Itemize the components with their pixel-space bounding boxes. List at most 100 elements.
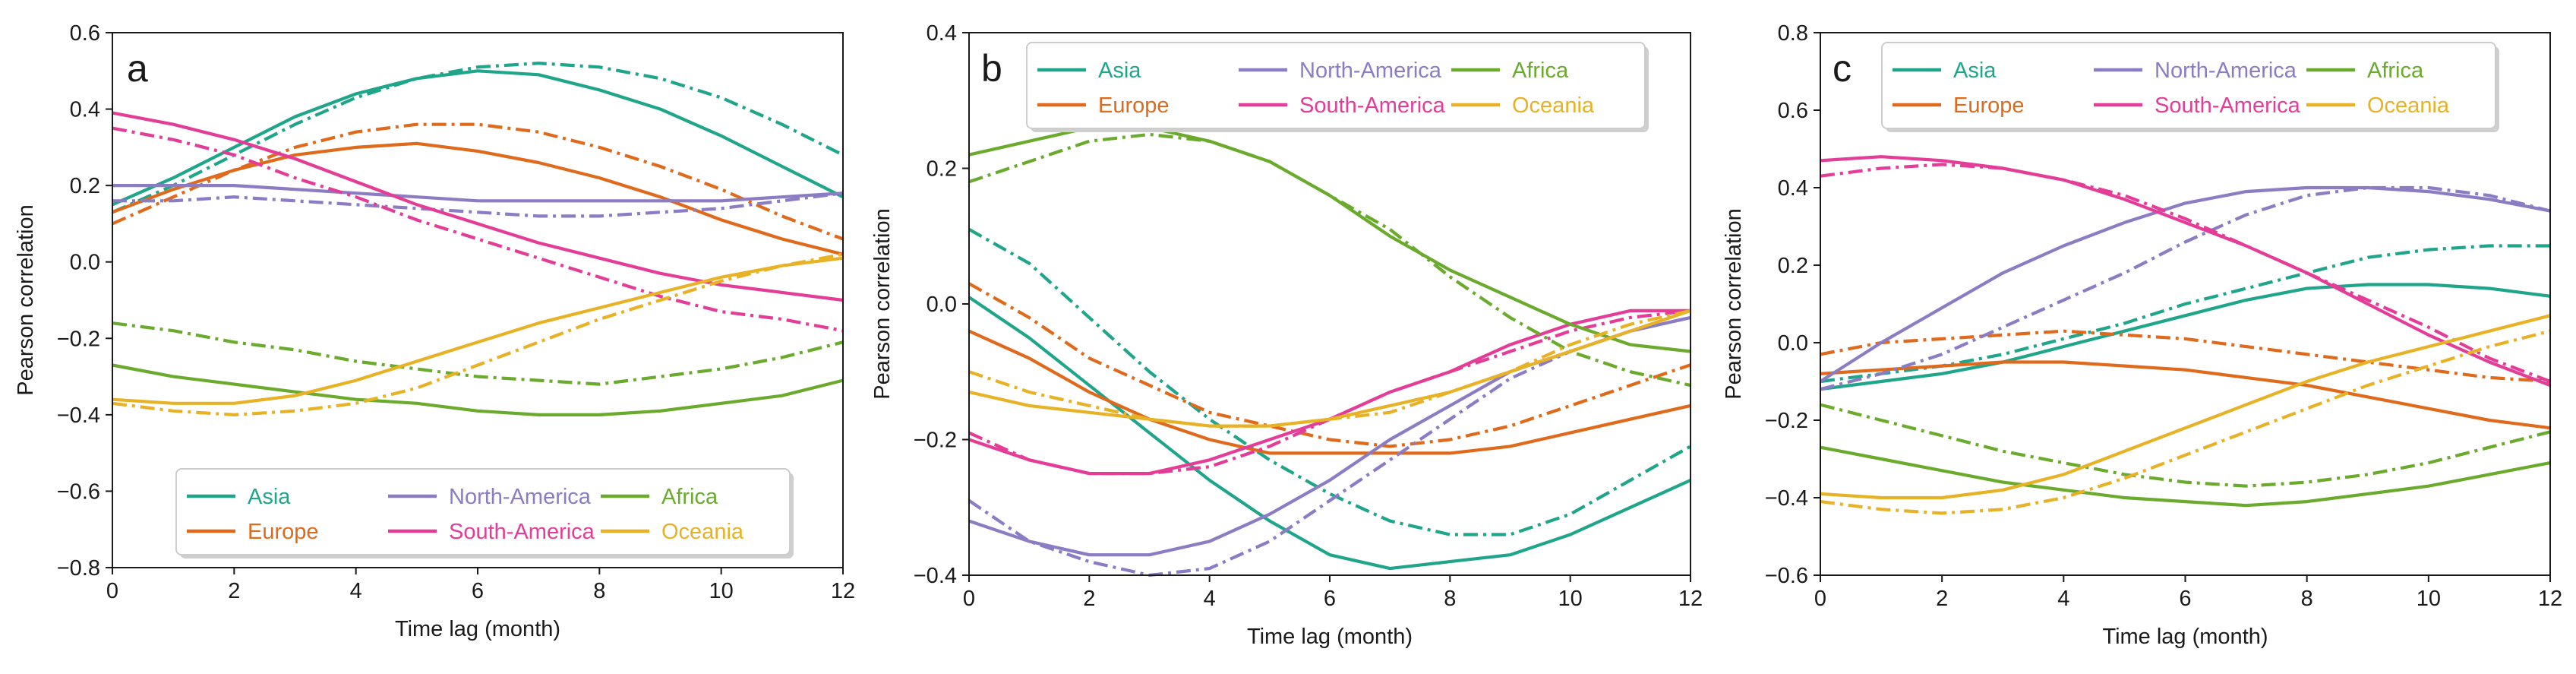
y-tick-label: 0.2 — [927, 157, 957, 182]
legend-label: South-America — [1299, 93, 1446, 118]
y-tick-label: 0.0 — [1778, 331, 1808, 356]
series-line-europe-dashdot — [112, 122, 844, 241]
series-line-south-america-dashdot — [112, 126, 844, 333]
legend-label: Asia — [1953, 59, 1997, 83]
series-line-europe-solid — [1820, 360, 2551, 430]
legend-label: North-America — [2155, 59, 2297, 83]
series-line-north-america-dashdot — [112, 191, 844, 218]
series-line-africa-dashdot — [112, 321, 844, 386]
legend-label: Europe — [1098, 93, 1170, 118]
x-tick-label: 6 — [1324, 587, 1336, 611]
series-line-north-america-solid — [112, 184, 844, 203]
series-line-oceania-solid — [1820, 314, 2551, 500]
y-tick-label: −0.4 — [914, 564, 957, 588]
y-tick-label: 0.2 — [70, 174, 100, 198]
legend-label: Oceania — [2367, 93, 2450, 118]
x-tick-label: 4 — [1204, 587, 1216, 611]
x-tick-label: 12 — [1678, 587, 1703, 611]
series-line-oceania-dashdot — [1820, 329, 2551, 515]
legend-label: Europe — [1953, 93, 2025, 118]
y-axis-title: Pearson correlation — [1722, 208, 1746, 399]
legend-label: Oceania — [661, 520, 744, 544]
x-tick-label: 6 — [2179, 587, 2191, 611]
legend-label: Asia — [248, 485, 291, 509]
x-tick-label: 12 — [831, 579, 855, 603]
legend-box — [1026, 42, 1646, 129]
y-axis-title: Pearson correlation — [870, 208, 895, 399]
legend-label: Asia — [1098, 59, 1141, 83]
series-line-asia-solid — [1820, 283, 2551, 391]
y-tick-label: 0.4 — [1778, 176, 1808, 201]
x-tick-label: 0 — [963, 587, 975, 611]
series-line-asia-solid — [112, 69, 844, 207]
legend: Asia North-America Africa Europe South-Ameri… — [175, 468, 794, 559]
panel-c: 0 2 4 6 8 10 12 −0.6 −0.4 −0.2 0.0 0.2 0.4 0.6 0.8 Time… — [1722, 21, 2562, 649]
series-line-oceania-dashdot — [112, 252, 844, 416]
y-tick-label: −0.6 — [57, 479, 100, 504]
series-line-europe-dashdot — [968, 282, 1691, 448]
series-line-africa-solid — [112, 363, 844, 416]
legend-label: South-America — [449, 520, 595, 544]
series-line-africa-solid — [968, 125, 1691, 353]
y-tick-label: 0.4 — [927, 21, 957, 46]
y-tick-label: −0.4 — [1765, 486, 1808, 511]
series-line-europe-dashdot — [1820, 329, 2551, 384]
y-tick-label: 0.4 — [70, 98, 100, 122]
panel-a: 0 2 4 6 8 10 12 −0.8 −0.6 −0.4 −0.2 0.0 0.2 0.4 0.6 Tim… — [14, 21, 855, 641]
x-tick-label: 0 — [1814, 587, 1826, 611]
series-line-africa-solid — [1820, 445, 2551, 508]
x-tick-label: 10 — [2417, 587, 2441, 611]
legend: Asia North-America Africa Europe South-Ameri… — [1881, 42, 2499, 132]
legend-label: Africa — [1512, 59, 1569, 83]
y-tick-label: 0.0 — [70, 251, 100, 275]
series-line-oceania-dashdot — [968, 309, 1691, 428]
series-group — [112, 62, 844, 416]
y-tick-label: −0.2 — [57, 327, 100, 351]
legend-label: Africa — [661, 485, 718, 509]
series-line-europe-solid — [968, 329, 1691, 455]
panel-letter: a — [127, 47, 148, 90]
x-axis-title: Time lag (month) — [2102, 625, 2268, 649]
x-tick-label: 6 — [472, 579, 484, 603]
y-tick-label: 0.0 — [927, 293, 957, 317]
series-line-asia-dashdot — [968, 227, 1692, 536]
x-tick-label: 8 — [1444, 587, 1456, 611]
x-tick-label: 4 — [350, 579, 362, 603]
series-line-north-america-dashdot — [1820, 185, 2551, 391]
legend-box — [1881, 42, 2496, 129]
x-tick-label: 2 — [1936, 587, 1948, 611]
legend-box — [175, 468, 791, 555]
x-tick-label: 8 — [2301, 587, 2313, 611]
legend-label: Europe — [248, 520, 319, 544]
y-tick-label: −0.4 — [57, 403, 100, 428]
x-tick-label: 2 — [1083, 587, 1095, 611]
series-line-asia-solid — [968, 296, 1691, 571]
series-line-north-america-solid — [1819, 185, 2551, 383]
series-line-north-america-solid — [968, 315, 1691, 557]
y-axis-title: Pearson correlation — [14, 204, 38, 395]
panel-letter: c — [1833, 47, 1852, 90]
x-tick-label: 12 — [2538, 587, 2562, 611]
legend-label: North-America — [449, 485, 592, 509]
series-group — [1819, 155, 2551, 515]
y-tick-label: 0.6 — [70, 21, 100, 46]
panel-b: 0 2 4 6 8 10 12 −0.4 −0.2 0.0 0.2 0.4 Time lag (mont… — [870, 21, 1703, 649]
legend: Asia North-America Africa Europe South-Ameri… — [1026, 42, 1649, 132]
y-tick-label: −0.2 — [1765, 409, 1808, 433]
y-tick-label: −0.2 — [914, 429, 957, 453]
x-tick-label: 2 — [228, 579, 240, 603]
series-line-south-america-solid — [968, 309, 1690, 476]
y-tick-label: 0.6 — [1778, 99, 1808, 123]
y-tick-label: −0.8 — [57, 556, 100, 581]
legend-label: Oceania — [1512, 93, 1595, 118]
y-tick-label: 0.8 — [1778, 21, 1808, 46]
x-tick-label: 10 — [1558, 587, 1583, 611]
x-axis-title: Time lag (month) — [395, 617, 560, 641]
series-line-south-america-solid — [1820, 155, 2551, 388]
series-group — [968, 125, 1692, 577]
x-tick-label: 0 — [106, 579, 118, 603]
x-tick-label: 4 — [2057, 587, 2069, 611]
y-tick-label: 0.2 — [1778, 254, 1808, 278]
series-line-africa-dashdot — [1820, 403, 2551, 488]
